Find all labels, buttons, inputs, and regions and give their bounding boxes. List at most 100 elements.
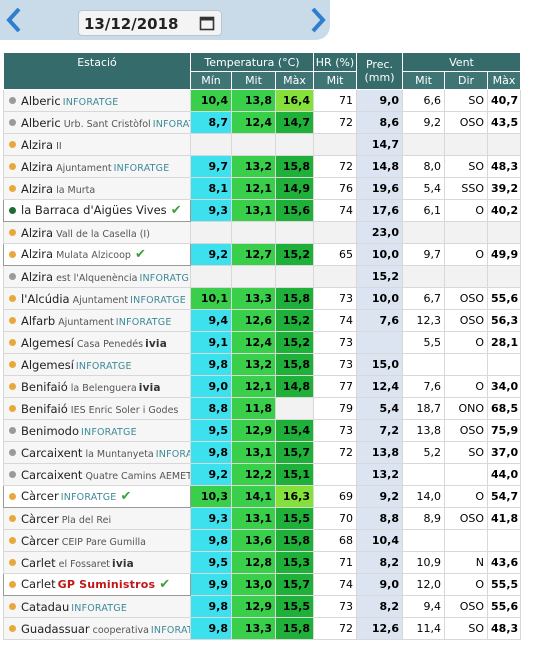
station-cell: Catadau INFORATGE <box>3 595 191 618</box>
station-row: Algemesí Casa Penedés ivia 9,1 12,4 15,2 73 5,5… <box>3 331 522 354</box>
header-temperature: Temperatura (°C) <box>189 52 315 72</box>
value-cell <box>231 221 276 244</box>
status-dot <box>9 625 16 632</box>
status-dot <box>9 206 16 214</box>
value-cell: 77 <box>313 375 358 398</box>
value-cell <box>402 463 446 486</box>
station-row: Carcaixent Quatre Camins AEMET 9,2 12,2 15,1… <box>3 463 522 486</box>
station-row: Catadau INFORATGE 9,8 12,9 15,5 73 8,2 9,4 OSO 55… <box>3 595 522 618</box>
station-name: Benifaió <box>21 379 68 394</box>
value-cell: 72 <box>313 617 358 640</box>
station-row: Alzira Ajuntament INFORATGE 9,7 13,2 15,8 72 14… <box>3 155 522 178</box>
value-cell: 15,2 <box>274 309 315 332</box>
station-name: Benifaió <box>21 401 68 416</box>
value-cell: 9,2 <box>402 111 446 134</box>
station-cell: l'Alcúdia Ajuntament INFORATGE <box>3 287 191 310</box>
station-row: Carlet GP Suministros ✔ 9,9 13,0 15,7 74 9,0 12,… <box>3 573 522 596</box>
station-name: Benimodo <box>21 423 80 438</box>
verified-check: ✔ <box>120 489 132 504</box>
station-name: Alzira <box>21 269 54 284</box>
value-cell: 72 <box>313 155 358 178</box>
value-cell: SO <box>444 617 489 640</box>
station-cell: Benifaió IES Enric Soler i Godes <box>3 397 191 420</box>
station-cell: Alzira Mulata Alzicoop ✔ <box>3 243 191 266</box>
value-cell <box>313 463 358 486</box>
network-tag: ivia <box>145 337 168 350</box>
status-dot <box>9 449 16 456</box>
value-cell: ONO <box>444 397 489 420</box>
status-dot <box>9 295 16 302</box>
date-input[interactable]: 13/12/2018 <box>78 10 222 36</box>
next-day[interactable] <box>310 7 326 33</box>
station-sublabel: Pla del Rei <box>61 514 112 526</box>
value-cell: 9,8 <box>190 595 232 618</box>
status-dot <box>9 97 16 104</box>
value-cell: SO <box>444 89 489 112</box>
status-dot <box>9 537 16 544</box>
value-cell: 7,2 <box>356 419 404 442</box>
calendar-icon[interactable] <box>199 15 215 31</box>
station-sublabel: cooperativa <box>92 624 149 636</box>
value-cell: O <box>444 485 489 508</box>
value-cell: 15,3 <box>274 551 315 574</box>
network-tag: INFORATGE <box>113 162 170 174</box>
value-cell: 9,4 <box>190 309 232 332</box>
value-cell: 13,8 <box>231 89 276 112</box>
value-cell: 14,7 <box>356 133 404 156</box>
station-name: Càrcer <box>21 489 59 503</box>
value-cell: 9,8 <box>190 441 232 464</box>
station-name: Alzira <box>21 137 54 152</box>
station-name: Càrcer <box>21 511 59 526</box>
value-cell: 34,0 <box>487 375 522 398</box>
value-cell: 9,7 <box>190 155 232 178</box>
value-cell: SSO <box>444 177 489 200</box>
station-name: Alzira <box>21 247 54 261</box>
value-cell <box>402 265 446 288</box>
value-cell: 40,7 <box>487 89 522 112</box>
network-tag: INFORATGE <box>75 360 132 372</box>
value-cell: 14,8 <box>274 375 315 398</box>
station-sublabel: CEIP Pare Gumilla <box>61 536 146 548</box>
value-cell: OSO <box>444 507 489 530</box>
value-cell: 8,0 <box>402 155 446 178</box>
value-cell: 73 <box>313 595 358 618</box>
station-name: Alberic <box>21 93 61 108</box>
station-cell: Algemesí INFORATGE <box>3 353 191 376</box>
subheader: Mit <box>231 71 276 90</box>
value-cell: 12,8 <box>231 551 276 574</box>
value-cell: 13,1 <box>231 441 276 464</box>
station-cell: Càrcer CEIP Pare Gumilla <box>3 529 191 552</box>
value-cell: 55,6 <box>487 595 522 618</box>
value-cell: OSO <box>444 595 489 618</box>
value-cell: 13,6 <box>231 529 276 552</box>
header-humidity: HR (%) <box>313 52 358 72</box>
value-cell: 5,4 <box>402 177 446 200</box>
value-cell: 12,9 <box>231 595 276 618</box>
value-cell: 11,4 <box>402 617 446 640</box>
network-tag: INFORATGE <box>60 492 117 503</box>
value-cell: 8,8 <box>356 507 404 530</box>
previous-day[interactable] <box>6 7 22 33</box>
station-sublabel: Mulata Alzicoop <box>56 250 131 261</box>
value-cell: SO <box>444 155 489 178</box>
status-dot <box>9 229 16 236</box>
subheader: Mit <box>313 71 358 90</box>
value-cell: 75,9 <box>487 419 522 442</box>
network-tag: INFORATGE <box>150 624 190 636</box>
value-cell: 48,3 <box>487 617 522 640</box>
station-cell: Càrcer INFORATGE ✔ <box>3 485 191 508</box>
value-cell: 71 <box>313 89 358 112</box>
station-row: Alzira la Murta 8,1 12,1 14,9 76 19,6 5,4 SSO 39,… <box>3 177 522 200</box>
value-cell: 55,5 <box>487 573 522 596</box>
station-cell: Càrcer Pla del Rei <box>3 507 191 530</box>
value-cell: 15,1 <box>274 463 315 486</box>
station-row: Benimodo INFORATGE 9,5 12,9 15,4 73 7,2 13,8 OSO… <box>3 419 522 442</box>
value-cell: 28,1 <box>487 331 522 354</box>
value-cell: 7,6 <box>402 375 446 398</box>
value-cell: 8,9 <box>402 507 446 530</box>
status-dot <box>9 317 16 324</box>
status-dot <box>9 515 16 522</box>
station-row: Algemesí INFORATGE 9,8 13,2 15,8 73 15,0 <box>3 353 522 376</box>
header-station: Estació <box>3 52 191 90</box>
